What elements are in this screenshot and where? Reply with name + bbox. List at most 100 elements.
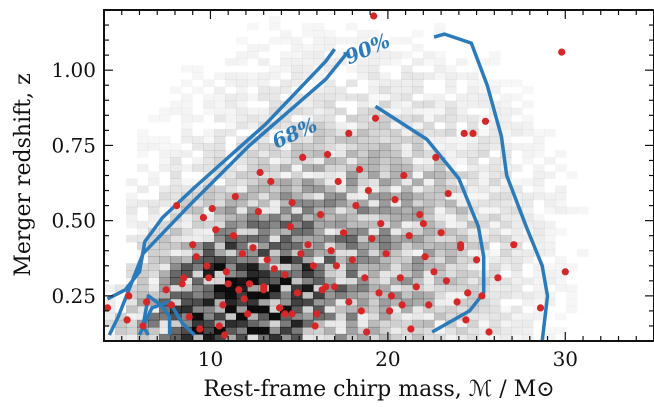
heatmap-cell [401, 256, 413, 264]
heatmap-cell [291, 135, 303, 144]
heatmap-cell [324, 220, 336, 229]
heatmap-cell [258, 305, 270, 314]
data-point [212, 226, 220, 234]
heatmap-cell [445, 298, 457, 307]
heatmap-cell [434, 199, 446, 208]
heatmap-cell [423, 249, 435, 257]
heatmap-cell [170, 150, 182, 158]
heatmap-cell [280, 37, 292, 45]
heatmap-cell [423, 333, 435, 341]
heatmap-cell [412, 206, 424, 215]
heatmap-cell [500, 192, 512, 201]
data-point [331, 283, 339, 291]
heatmap-cell [214, 227, 226, 236]
data-point [238, 250, 246, 258]
heatmap-cell [214, 185, 226, 194]
heatmap-cell [291, 206, 303, 215]
heatmap-cell [324, 121, 336, 130]
heatmap-cell [214, 305, 226, 314]
heatmap-cell [225, 58, 237, 66]
heatmap-cell [159, 150, 171, 158]
heatmap-cell [258, 234, 270, 243]
heatmap-cell [445, 312, 457, 321]
heatmap-cell [159, 164, 171, 172]
heatmap-cell [269, 16, 281, 24]
heatmap-cell [533, 214, 545, 222]
heatmap-cell [192, 164, 204, 172]
heatmap-cell [324, 333, 336, 341]
heatmap-cell [423, 128, 435, 137]
heatmap-cell [203, 326, 215, 335]
heatmap-cell [544, 249, 556, 257]
data-point [430, 268, 438, 276]
heatmap-cell [401, 65, 413, 73]
heatmap-cell [489, 51, 501, 59]
heatmap-cell [500, 121, 512, 130]
heatmap-cell [181, 305, 193, 314]
heatmap-cell [533, 192, 545, 201]
heatmap-cell [445, 234, 457, 243]
heatmap-cell [170, 326, 182, 335]
heatmap-cell [236, 206, 248, 215]
heatmap-cell [181, 135, 193, 144]
heatmap-cell [291, 220, 303, 229]
heatmap-cell [313, 305, 325, 314]
heatmap-cell [401, 185, 413, 194]
heatmap-cell [511, 143, 523, 151]
heatmap-cell [291, 178, 303, 187]
heatmap-cell [467, 79, 479, 88]
heatmap-cell [368, 298, 380, 307]
heatmap-cell [533, 178, 545, 187]
heatmap-cell [368, 249, 380, 257]
heatmap-cell [302, 192, 314, 201]
heatmap-cell [467, 86, 479, 95]
heatmap-cell [291, 333, 303, 341]
heatmap-cell [357, 333, 369, 341]
heatmap-cell [302, 227, 314, 236]
heatmap-cell [269, 185, 281, 194]
heatmap-cell [456, 234, 468, 243]
heatmap-cell [456, 199, 468, 208]
heatmap-cell [390, 199, 402, 208]
heatmap-cell [313, 284, 325, 293]
heatmap-cell [225, 107, 237, 116]
heatmap-cell [412, 171, 424, 179]
heatmap-cell [236, 199, 248, 208]
heatmap-cell [302, 23, 314, 31]
heatmap-cell [148, 171, 160, 179]
heatmap-cell [544, 192, 556, 201]
heatmap-cell [379, 220, 391, 229]
heatmap-cell [445, 263, 457, 271]
heatmap-cell [346, 291, 358, 300]
heatmap-cell [126, 284, 138, 293]
heatmap-cell [390, 58, 402, 66]
heatmap-cell [159, 249, 171, 257]
heatmap-cell [434, 114, 446, 123]
heatmap-cell [170, 333, 182, 341]
heatmap-cell [456, 227, 468, 236]
heatmap-cell [324, 171, 336, 179]
heatmap-cell [302, 135, 314, 144]
heatmap-cell [368, 333, 380, 341]
heatmap-cell [302, 128, 314, 137]
heatmap-cell [269, 270, 281, 278]
heatmap-cell [302, 291, 314, 300]
heatmap-cell [181, 270, 193, 278]
heatmap-cell [412, 220, 424, 229]
heatmap-cell [401, 93, 413, 102]
heatmap-cell [401, 284, 413, 293]
heatmap-cell [214, 263, 226, 271]
heatmap-cell [181, 65, 193, 73]
data-point [386, 307, 394, 315]
heatmap-cell [302, 107, 314, 116]
heatmap-cell [522, 234, 534, 243]
heatmap-cell [335, 312, 347, 321]
heatmap-cell [401, 206, 413, 215]
heatmap-cell [467, 277, 479, 286]
heatmap-cell [412, 79, 424, 88]
heatmap-cell [511, 227, 523, 236]
heatmap-cell [236, 192, 248, 201]
data-point [558, 48, 566, 56]
data-point [249, 244, 257, 252]
heatmap-cell [104, 298, 116, 307]
